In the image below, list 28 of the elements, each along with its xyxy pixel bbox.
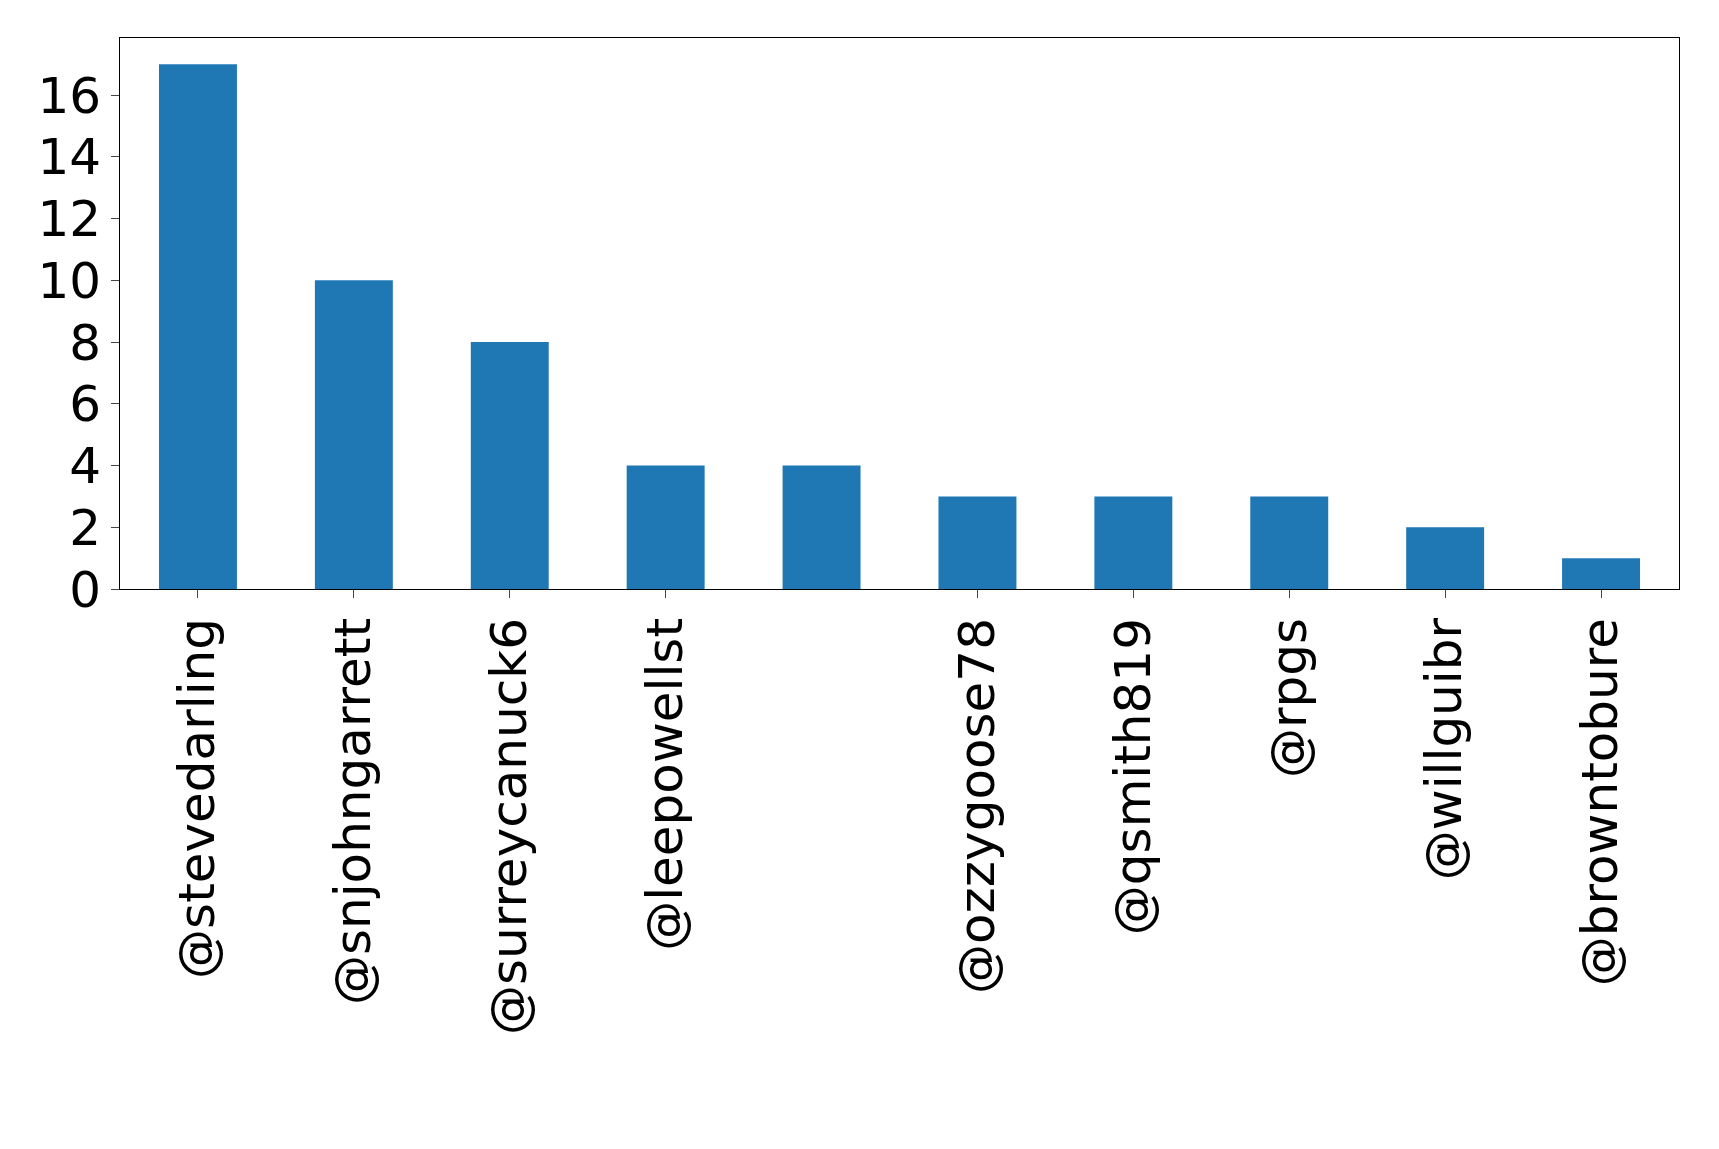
bar (1250, 496, 1329, 589)
bar (1406, 527, 1485, 589)
bar (782, 465, 861, 589)
x-tick-label: @qsmith819 (1103, 618, 1162, 936)
bar (626, 465, 705, 589)
y-tick-label: 2 (69, 498, 101, 557)
x-tick-label: @stevedarling (168, 618, 227, 979)
x-tick-label: @leepowellst (635, 618, 694, 951)
y-tick-label: 4 (69, 437, 101, 496)
bar (470, 342, 549, 589)
bar (938, 496, 1017, 589)
y-tick-label: 8 (69, 313, 101, 372)
bar (1562, 558, 1641, 589)
y-tick-label: 0 (69, 560, 101, 619)
bar (158, 64, 237, 589)
x-tick-label: @surreycanuck6 (480, 618, 538, 1035)
x-tick-label: @browntobure (1571, 618, 1630, 987)
y-tick-label: 10 (37, 251, 101, 310)
y-tick-label: 12 (37, 190, 101, 249)
x-tick-label: @ozzygoose78 (947, 618, 1006, 995)
x-tick-label: @willguibr (1415, 617, 1474, 881)
bar (1094, 496, 1173, 589)
y-tick-label: 16 (37, 66, 101, 125)
x-tick-label: @snjohngarrett (324, 618, 383, 1006)
x-tick-label: @rpgs (1259, 618, 1318, 779)
y-tick-label: 6 (69, 375, 101, 434)
y-tick-label: 14 (37, 128, 101, 187)
bar (314, 280, 393, 589)
